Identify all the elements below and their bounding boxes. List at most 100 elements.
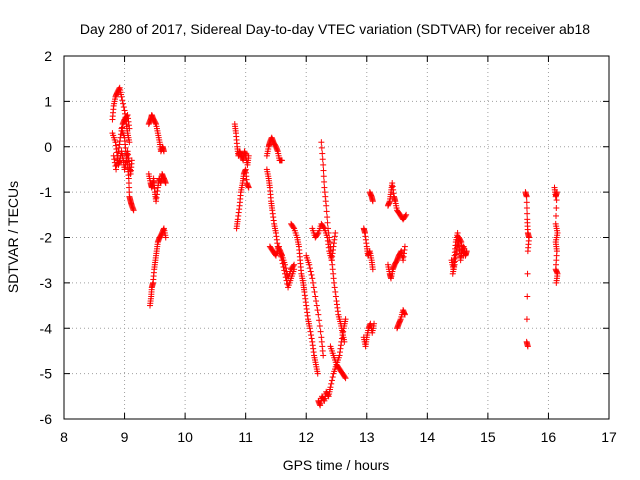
chart-title: Day 280 of 2017, Sidereal Day-to-day VTE…	[80, 21, 590, 37]
data-point	[453, 248, 460, 255]
x-tick-label: 17	[601, 429, 617, 445]
data-point	[311, 288, 318, 295]
data-point	[458, 242, 465, 249]
data-point	[524, 343, 531, 350]
y-tick-label: 1	[44, 93, 52, 109]
data-point	[119, 124, 126, 131]
data-point	[328, 377, 335, 384]
data-point	[323, 202, 330, 209]
data-point	[315, 311, 322, 318]
data-point	[523, 193, 530, 200]
data-point	[454, 244, 461, 251]
data-point	[316, 317, 323, 324]
data-point	[279, 157, 285, 164]
data-point	[308, 332, 315, 339]
data-point	[553, 197, 560, 204]
data-point	[291, 266, 298, 273]
data-point	[276, 246, 283, 253]
data-point	[306, 261, 313, 268]
data-point	[463, 248, 470, 255]
data-point	[309, 275, 316, 282]
data-point	[340, 328, 347, 335]
data-point	[308, 271, 315, 278]
data-point	[281, 267, 288, 274]
data-point	[308, 335, 315, 342]
data-point	[342, 316, 349, 323]
data-point	[341, 374, 348, 381]
data-point	[327, 384, 334, 391]
data-point	[403, 211, 410, 218]
data-point	[152, 119, 159, 126]
data-point	[402, 212, 409, 219]
x-tick-label: 13	[359, 429, 375, 445]
data-point	[126, 139, 133, 146]
data-point	[117, 134, 124, 141]
data-point	[280, 263, 287, 270]
data-point	[119, 97, 126, 104]
data-point	[290, 224, 297, 231]
data-point	[319, 156, 326, 163]
data-point	[369, 198, 376, 205]
data-point	[523, 199, 530, 206]
data-point	[310, 279, 317, 286]
data-point	[114, 157, 121, 164]
data-point	[523, 205, 530, 212]
y-tick-label: -4	[40, 320, 53, 336]
data-point	[460, 252, 467, 259]
data-point	[338, 338, 345, 345]
data-point	[277, 250, 284, 257]
data-point	[553, 212, 560, 219]
data-point	[307, 268, 314, 275]
data-point	[324, 214, 331, 221]
data-point	[320, 167, 327, 174]
data-point	[329, 374, 336, 381]
data-point	[553, 189, 560, 196]
data-point	[314, 307, 321, 314]
data-point	[245, 184, 252, 191]
data-point	[312, 293, 319, 300]
data-point	[338, 335, 345, 342]
data-point	[457, 237, 464, 244]
x-tick-label: 16	[541, 429, 557, 445]
data-point	[114, 152, 121, 159]
data-point	[162, 234, 169, 241]
x-tick-label: 9	[121, 429, 129, 445]
x-tick-label: 11	[238, 429, 253, 445]
data-point	[523, 316, 530, 323]
data-point	[397, 249, 404, 256]
data-point	[313, 302, 320, 309]
data-point	[342, 375, 349, 382]
data-point	[120, 104, 127, 111]
data-point	[318, 139, 325, 146]
y-tick-label: -1	[40, 184, 53, 200]
data-point	[320, 224, 327, 231]
data-point	[324, 219, 331, 226]
x-tick-label: 8	[60, 429, 68, 445]
data-point	[118, 127, 125, 134]
data-point	[128, 157, 135, 164]
x-tick-label: 12	[298, 429, 314, 445]
x-axis-label: GPS time / hours	[283, 457, 390, 473]
y-tick-label: 0	[44, 139, 52, 155]
data-point	[245, 152, 252, 159]
data-point	[401, 243, 408, 250]
data-point	[279, 260, 286, 267]
data-point	[332, 288, 339, 295]
data-point	[319, 150, 326, 157]
data-point	[120, 100, 127, 107]
data-point	[524, 248, 531, 255]
data-point	[320, 396, 327, 403]
data-point	[369, 266, 376, 273]
data-point	[314, 231, 321, 238]
data-point	[113, 161, 120, 168]
data-point	[318, 144, 325, 151]
x-tick-labels: 8 9 10 11 12 13 14 15 16 17	[60, 429, 617, 445]
data-point	[320, 161, 327, 168]
data-point	[290, 262, 297, 269]
y-tick-labels: -6 -5 -4 -3 -2 -1 0 1 2	[40, 48, 53, 427]
plot-frame	[63, 55, 610, 420]
data-point	[524, 270, 531, 277]
data-point	[111, 156, 118, 163]
data-point	[325, 392, 332, 399]
data-point	[314, 370, 321, 377]
